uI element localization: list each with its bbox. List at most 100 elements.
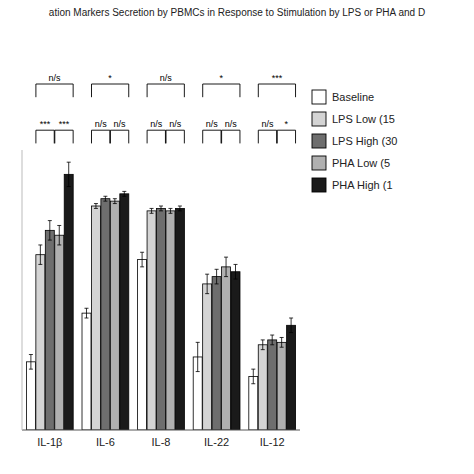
error-bar	[196, 342, 200, 371]
bracket	[55, 130, 73, 143]
bar	[268, 340, 277, 430]
error-bar	[159, 206, 163, 211]
bracket	[277, 130, 295, 143]
x-axis	[22, 430, 300, 431]
bracket-label: n/s	[169, 119, 182, 129]
bracket-label: n/s	[225, 119, 238, 129]
error-bar	[122, 191, 126, 196]
error-bar	[215, 269, 219, 284]
error-bar	[205, 274, 209, 293]
bar	[157, 208, 166, 430]
bracket-label: *	[220, 73, 224, 83]
bracket	[36, 84, 73, 97]
bracket	[110, 130, 128, 143]
bracket	[166, 130, 184, 143]
bar	[45, 230, 54, 430]
error-bar	[168, 208, 172, 213]
error-bar	[103, 196, 107, 201]
error-bar	[289, 318, 293, 333]
bar	[120, 194, 129, 430]
error-bar	[57, 225, 61, 244]
bracket	[258, 130, 276, 143]
error-bar	[234, 264, 238, 279]
legend: Baseline LPS Low (15 LPS High (30 PHA Low (…	[312, 90, 397, 192]
bracket	[203, 130, 221, 143]
bracket-label: n/s	[261, 119, 274, 129]
error-bar	[38, 245, 42, 264]
error-bar	[251, 369, 255, 384]
bar	[64, 174, 73, 430]
bracket-label: *	[285, 119, 289, 129]
bracket	[222, 130, 240, 143]
error-bar	[280, 337, 284, 347]
x-tick-label: IL-1β	[37, 436, 62, 448]
legend-label: PHA High (1	[332, 179, 393, 191]
error-bar	[150, 208, 154, 213]
bracket	[92, 130, 110, 143]
bracket-label: n/s	[150, 119, 163, 129]
bar	[277, 342, 286, 430]
bracket	[147, 130, 165, 143]
x-tick-label: IL-6	[96, 436, 115, 448]
error-bar	[224, 257, 228, 276]
bar	[147, 211, 156, 430]
bracket-label: ***	[40, 119, 51, 129]
x-tick-label: IL-8	[152, 436, 171, 448]
legend-swatch	[312, 156, 326, 170]
bar	[166, 211, 175, 430]
error-bar	[261, 340, 265, 350]
y-axis	[22, 150, 23, 430]
error-bar	[94, 204, 98, 209]
legend-swatch	[312, 112, 326, 126]
title: ation Markers Secretion by PBMCs in Resp…	[49, 7, 425, 18]
x-tick-label: IL-12	[260, 436, 285, 448]
brackets: ******n/sn/sn/s*n/sn/sn/sn/sn/s*n/s****	[36, 73, 296, 143]
bar	[212, 277, 221, 430]
bracket-label: n/s	[160, 73, 173, 83]
legend-label: LPS Low (15	[332, 113, 395, 125]
legend-swatch	[312, 90, 326, 104]
bar	[91, 206, 100, 430]
bracket-label: n/s	[49, 73, 62, 83]
bar	[138, 260, 147, 430]
bracket	[92, 84, 129, 97]
legend-label: LPS High (30	[332, 135, 397, 147]
error-bar	[84, 308, 88, 318]
error-bar	[113, 199, 117, 204]
legend-label: Baseline	[332, 91, 374, 103]
bar	[55, 235, 64, 430]
bar	[203, 284, 212, 430]
legend-label: PHA Low (5	[332, 157, 390, 169]
bar	[82, 313, 91, 430]
bracket-label: ***	[59, 119, 70, 129]
error-bar	[140, 252, 144, 267]
bar	[175, 208, 184, 430]
bar	[287, 325, 296, 430]
bar	[26, 362, 35, 430]
bracket-label: n/s	[114, 119, 127, 129]
bars	[26, 162, 295, 430]
chart: ation Markers Secretion by PBMCs in Resp…	[0, 0, 474, 474]
bar	[231, 272, 240, 430]
bracket	[203, 84, 240, 97]
legend-swatch	[312, 178, 326, 192]
bar	[36, 255, 45, 430]
bracket-label: ***	[272, 73, 283, 83]
bracket	[258, 84, 295, 97]
bracket	[147, 84, 184, 97]
error-bar	[270, 335, 274, 345]
x-tick-label: IL-22	[204, 436, 229, 448]
bracket	[36, 130, 54, 143]
error-bar	[178, 206, 182, 211]
bracket-label: *	[108, 73, 112, 83]
bar	[258, 345, 267, 430]
error-bar	[48, 221, 52, 240]
bar	[110, 201, 119, 430]
bar	[249, 376, 258, 430]
error-bar	[67, 162, 71, 186]
bracket-label: n/s	[95, 119, 108, 129]
bar	[101, 199, 110, 430]
bracket-label: n/s	[206, 119, 219, 129]
bar	[222, 267, 231, 430]
legend-swatch	[312, 134, 326, 148]
